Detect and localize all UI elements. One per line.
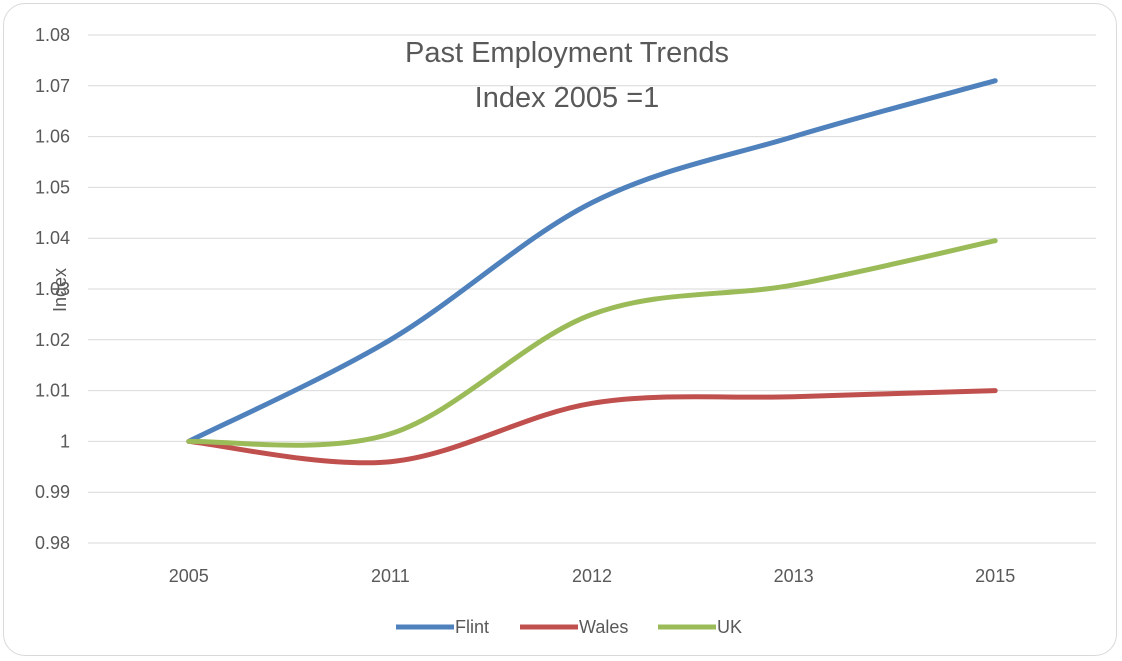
- y-axis-title: Index: [50, 268, 70, 312]
- x-tick-label: 2011: [371, 566, 410, 586]
- chart-subtitle: Index 2005 =1: [475, 82, 660, 114]
- y-tick-label: 1.07: [35, 76, 70, 96]
- gridlines: [88, 34, 1096, 544]
- y-tick-label: 1.01: [35, 381, 70, 401]
- y-tick-label: 1.04: [35, 228, 70, 248]
- legend: Flint Wales UK: [396, 617, 742, 637]
- x-tick-label: 2013: [774, 566, 814, 586]
- y-tick-label: 0.99: [35, 482, 70, 502]
- x-tick-label: 2005: [169, 566, 209, 586]
- y-tick-label: 1.02: [35, 330, 70, 350]
- x-tick-label: 2012: [572, 566, 612, 586]
- x-tick-label: 2015: [975, 566, 1015, 586]
- x-axis-tick-labels: 2005 2011 2012 2013 2015: [169, 566, 1015, 586]
- y-tick-label: 1.05: [35, 177, 70, 197]
- y-tick-label: 1.06: [35, 127, 70, 147]
- series-lines: [186, 78, 998, 466]
- y-tick-label: 1.08: [35, 25, 70, 45]
- series-line-wales: [186, 388, 998, 466]
- legend-label-wales: Wales: [579, 617, 628, 637]
- chart-title: Past Employment Trends: [405, 37, 729, 69]
- y-tick-label: 1: [60, 431, 70, 451]
- y-tick-label: 1.03: [35, 279, 70, 299]
- series-line-uk: [186, 238, 998, 448]
- y-axis-tick-labels: 0.98 0.99 1 1.01 1.02 1.03 1.04 1.05 1.06 1.07 1.0…: [35, 25, 70, 553]
- series-line-flint: [186, 78, 998, 444]
- legend-label-uk: UK: [717, 617, 742, 637]
- legend-label-flint: Flint: [455, 617, 489, 637]
- y-tick-label: 0.98: [35, 533, 70, 553]
